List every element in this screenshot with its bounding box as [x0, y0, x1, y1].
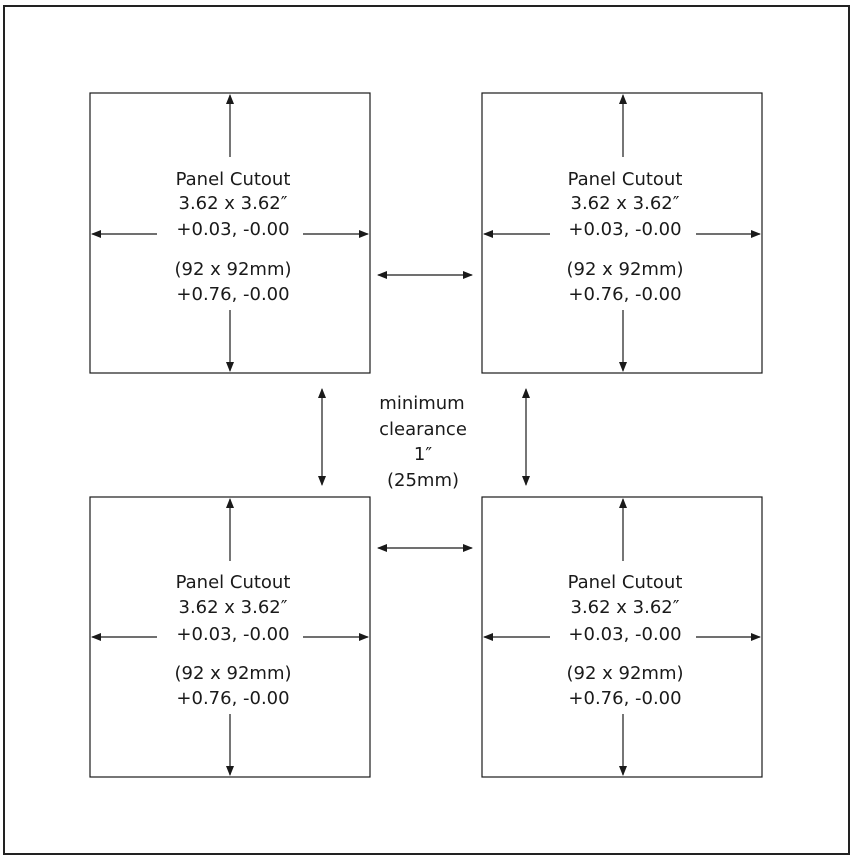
- clearance-line-clearance: clearance: [379, 419, 467, 440]
- panel-outline: [89, 496, 371, 778]
- panel-imperial-size: 3.62 x 3.62″: [179, 597, 288, 618]
- panel-imperial-tolerance: +0.03, -0.00: [568, 624, 681, 645]
- panel-outline: [481, 92, 763, 374]
- panel-imperial-tolerance: +0.03, -0.00: [176, 219, 289, 240]
- panel-cutout-bottom-right: Panel Cutout 3.62 x 3.62″ +0.03, -0.00 (…: [481, 496, 763, 778]
- panel-imperial-size: 3.62 x 3.62″: [571, 597, 680, 618]
- clearance-label: minimum clearance 1″ (25mm): [379, 393, 467, 491]
- panel-metric-size: (92 x 92mm): [174, 259, 291, 280]
- panel-metric-tolerance: +0.76, -0.00: [568, 284, 681, 305]
- panel-imperial-size: 3.62 x 3.62″: [179, 193, 288, 214]
- panel-outline: [89, 92, 371, 374]
- panel-metric-size: (92 x 92mm): [174, 663, 291, 684]
- panel-imperial-size: 3.62 x 3.62″: [571, 193, 680, 214]
- panel-cutout-top-left: Panel Cutout 3.62 x 3.62″ +0.03, -0.00 (…: [89, 92, 371, 374]
- clearance-line-inch: 1″: [414, 444, 432, 465]
- panel-metric-size: (92 x 92mm): [566, 259, 683, 280]
- panel-cutout-top-right: Panel Cutout 3.62 x 3.62″ +0.03, -0.00 (…: [481, 92, 763, 374]
- panel-metric-tolerance: +0.76, -0.00: [568, 688, 681, 709]
- panel-title: Panel Cutout: [176, 169, 291, 190]
- outer-frame: [3, 5, 850, 855]
- clearance-line-mm: (25mm): [387, 470, 459, 491]
- panel-imperial-tolerance: +0.03, -0.00: [176, 624, 289, 645]
- panel-metric-tolerance: +0.76, -0.00: [176, 688, 289, 709]
- panel-title: Panel Cutout: [568, 572, 683, 593]
- panel-title: Panel Cutout: [176, 572, 291, 593]
- panel-cutout-bottom-left: Panel Cutout 3.62 x 3.62″ +0.03, -0.00 (…: [89, 496, 371, 778]
- panel-imperial-tolerance: +0.03, -0.00: [568, 219, 681, 240]
- panel-metric-tolerance: +0.76, -0.00: [176, 284, 289, 305]
- clearance-arrows: [318, 271, 530, 552]
- clearance-line-minimum: minimum: [379, 393, 464, 414]
- panel-metric-size: (92 x 92mm): [566, 663, 683, 684]
- panel-title: Panel Cutout: [568, 169, 683, 190]
- panel-outline: [481, 496, 763, 778]
